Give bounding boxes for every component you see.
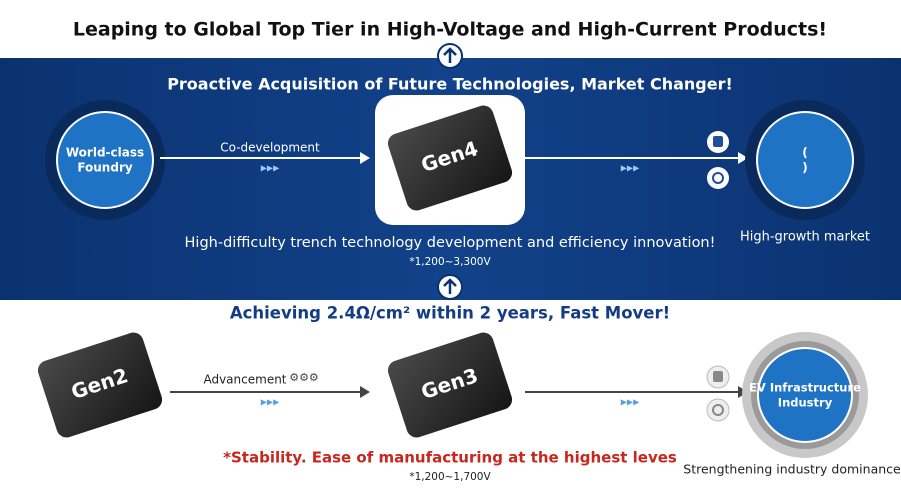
arrow-dots: ▶▶▶	[621, 164, 640, 173]
chip-gen3: Gen3	[387, 332, 513, 438]
target-circle	[756, 111, 854, 209]
chip-gen4: Gen4	[387, 105, 513, 211]
chip-body	[387, 332, 513, 438]
voltage: *1,200~3,300V	[409, 256, 491, 268]
arrow-head	[738, 152, 748, 164]
arrow-head	[360, 386, 370, 398]
target-label: EV Infrastructure Industry	[749, 380, 861, 409]
label-line: (	[802, 145, 807, 159]
source-label: World-class Foundry	[66, 145, 144, 174]
chip-body	[387, 105, 513, 211]
middle-heading: Achieving 2.4Ω/cm² within 2 years, Fast …	[230, 304, 670, 323]
target-label: ()	[802, 145, 807, 174]
gear-icon: ⚙⚙⚙	[289, 371, 319, 384]
up-arrow-glyph	[443, 47, 457, 63]
label-line: Foundry	[77, 160, 133, 174]
title: Leaping to Global Top Tier in High-Volta…	[73, 19, 827, 41]
arrow-head	[360, 152, 370, 164]
top-heading: Proactive Acquisition of Future Technolo…	[167, 75, 733, 94]
target-caption: High-growth market	[740, 230, 870, 245]
up-arrow	[437, 43, 463, 69]
target-circle	[757, 347, 853, 443]
label-line: )	[802, 160, 807, 174]
up-arrow-glyph	[443, 278, 457, 294]
arrow-label: Co-development	[220, 141, 320, 155]
voltage: *1,200~1,700V	[409, 471, 491, 483]
icon	[706, 398, 730, 422]
description: High-difficulty trench technology develo…	[185, 235, 716, 251]
icon-glyph	[713, 136, 723, 147]
chip-gen2: Gen2	[37, 332, 163, 438]
chip-body	[37, 332, 163, 438]
icon-glyph	[712, 404, 724, 416]
label-line: World-class	[66, 145, 144, 159]
up-arrow	[437, 274, 463, 300]
arrow-dots: ▶▶▶	[621, 398, 640, 407]
source-circle	[56, 111, 154, 209]
icon	[707, 167, 729, 189]
label-line: Industry	[778, 395, 833, 409]
icon-glyph	[713, 371, 723, 382]
arrow-dots: ▶▶▶	[261, 398, 280, 407]
arrow-label: Advancement	[203, 373, 286, 387]
target-caption: Strengthening industry dominance	[683, 462, 901, 477]
arrow-dots: ▶▶▶	[261, 164, 280, 173]
description: *Stability. Ease of manufacturing at the…	[223, 449, 677, 467]
icon-glyph	[712, 172, 724, 184]
label-line: EV Infrastructure	[749, 380, 861, 394]
